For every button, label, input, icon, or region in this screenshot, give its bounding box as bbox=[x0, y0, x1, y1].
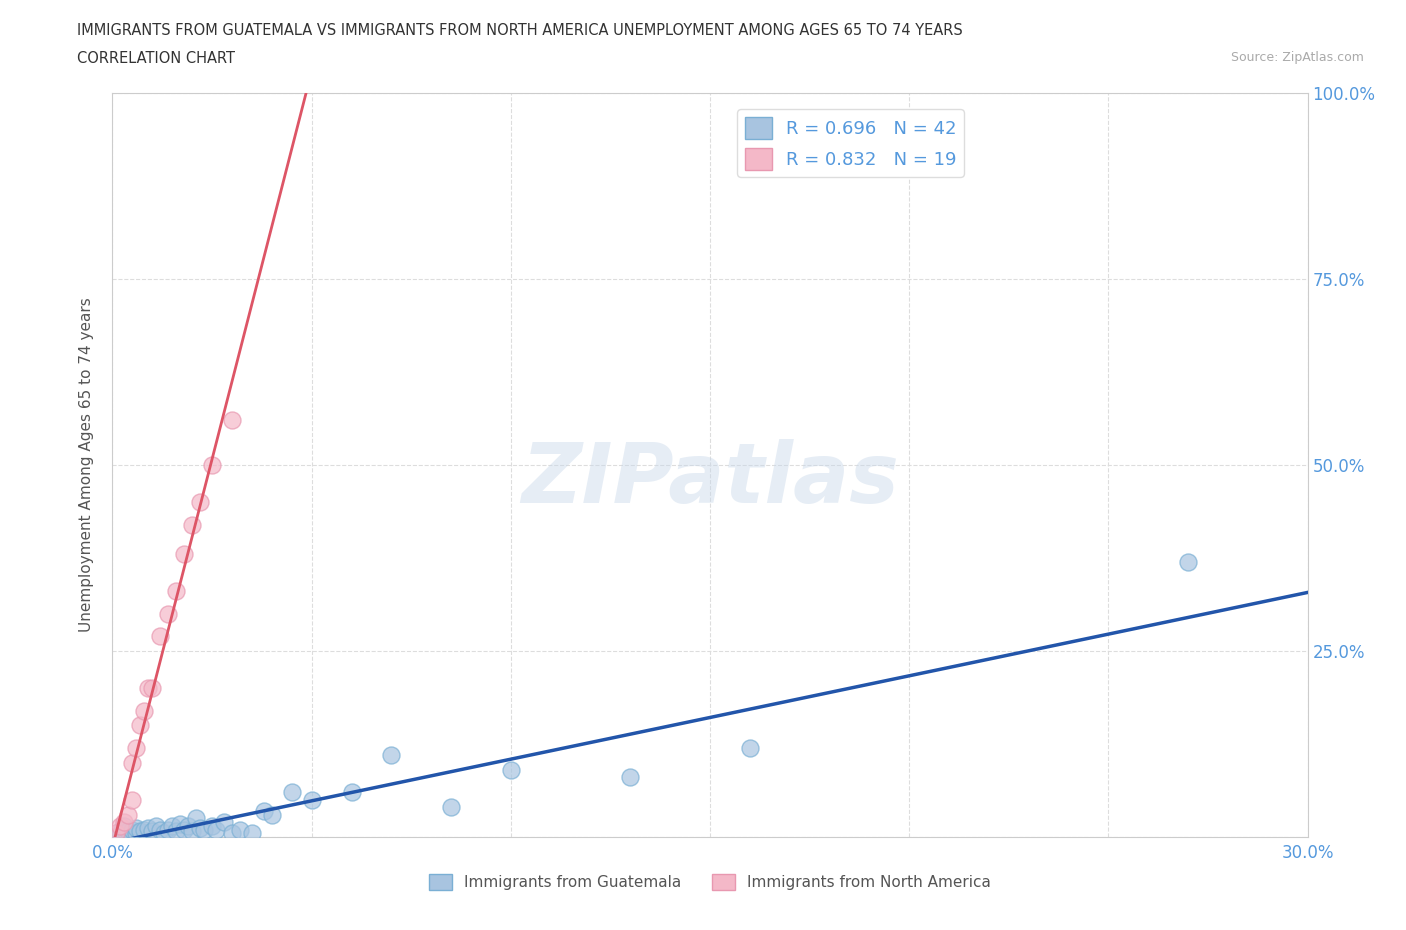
Point bbox=[340, 785, 363, 800]
Point bbox=[105, 826, 128, 841]
Point bbox=[188, 820, 211, 835]
Point bbox=[141, 681, 163, 696]
Point bbox=[301, 792, 323, 807]
Point bbox=[173, 547, 195, 562]
Point bbox=[105, 826, 128, 841]
Point bbox=[149, 822, 172, 837]
Point bbox=[499, 763, 522, 777]
Text: ZIPatlas: ZIPatlas bbox=[522, 439, 898, 521]
Point bbox=[129, 824, 152, 839]
Text: Source: ZipAtlas.com: Source: ZipAtlas.com bbox=[1230, 51, 1364, 64]
Legend: Immigrants from Guatemala, Immigrants from North America: Immigrants from Guatemala, Immigrants fr… bbox=[423, 868, 997, 897]
Point bbox=[281, 785, 304, 800]
Point bbox=[125, 740, 148, 755]
Point bbox=[117, 824, 139, 839]
Point bbox=[201, 818, 224, 833]
Point bbox=[157, 606, 180, 621]
Point bbox=[157, 822, 180, 837]
Point bbox=[205, 822, 228, 837]
Point bbox=[201, 458, 224, 472]
Point bbox=[121, 792, 143, 807]
Point bbox=[149, 629, 172, 644]
Point bbox=[253, 804, 276, 818]
Point bbox=[440, 800, 463, 815]
Point bbox=[240, 826, 263, 841]
Point bbox=[169, 817, 191, 831]
Point bbox=[145, 818, 167, 833]
Point bbox=[738, 740, 761, 755]
Point bbox=[229, 822, 252, 837]
Point bbox=[221, 413, 243, 428]
Y-axis label: Unemployment Among Ages 65 to 74 years: Unemployment Among Ages 65 to 74 years bbox=[79, 298, 94, 632]
Point bbox=[221, 826, 243, 841]
Point bbox=[114, 818, 135, 833]
Point bbox=[188, 495, 211, 510]
Point bbox=[114, 815, 135, 830]
Point bbox=[177, 818, 200, 833]
Point bbox=[114, 822, 135, 837]
Point bbox=[165, 824, 187, 839]
Point bbox=[186, 811, 208, 826]
Point bbox=[181, 824, 204, 839]
Point bbox=[380, 748, 402, 763]
Point bbox=[173, 822, 195, 837]
Point bbox=[121, 755, 143, 770]
Point bbox=[181, 517, 204, 532]
Point bbox=[141, 824, 163, 839]
Point bbox=[110, 826, 132, 841]
Point bbox=[138, 820, 160, 835]
Point bbox=[165, 584, 187, 599]
Point bbox=[125, 820, 148, 835]
Text: IMMIGRANTS FROM GUATEMALA VS IMMIGRANTS FROM NORTH AMERICA UNEMPLOYMENT AMONG AG: IMMIGRANTS FROM GUATEMALA VS IMMIGRANTS … bbox=[77, 23, 963, 38]
Point bbox=[1177, 554, 1199, 569]
Point bbox=[125, 826, 148, 841]
Point bbox=[193, 822, 215, 837]
Text: CORRELATION CHART: CORRELATION CHART bbox=[77, 51, 235, 66]
Point bbox=[129, 718, 152, 733]
Point bbox=[110, 818, 132, 833]
Point bbox=[260, 807, 283, 822]
Point bbox=[117, 807, 139, 822]
Point bbox=[153, 826, 176, 841]
Point bbox=[619, 770, 641, 785]
Point bbox=[134, 822, 156, 837]
Point bbox=[212, 815, 235, 830]
Point bbox=[134, 703, 156, 718]
Point bbox=[121, 822, 143, 837]
Point bbox=[162, 818, 183, 833]
Point bbox=[138, 681, 160, 696]
